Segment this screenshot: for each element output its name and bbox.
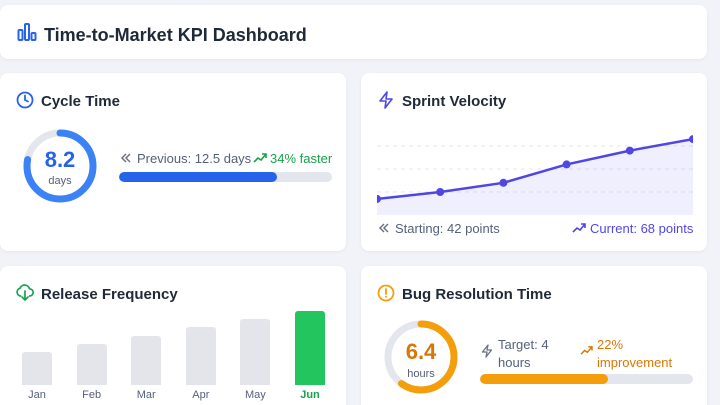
sprint-velocity-current: Current: 68 points [590, 221, 694, 236]
trend-up-icon [253, 153, 267, 163]
release-bar-jan [22, 352, 52, 385]
alert-circle-icon [377, 284, 395, 302]
trend-up-icon [580, 346, 593, 355]
bug-resolution-change: 22% improvement [597, 337, 673, 370]
release-frequency-title: Release Frequency [41, 286, 178, 303]
cycle-time-title: Cycle Time [41, 93, 120, 110]
cycle-time-value: 8.2 [44, 147, 76, 172]
cycle-time-change: 34% faster [270, 151, 333, 166]
release-month-label: May [245, 389, 266, 401]
release-bar-jun [295, 311, 325, 385]
sprint-velocity-starting: Starting: 42 points [395, 221, 500, 236]
sprint-velocity-chart [377, 135, 693, 215]
velocity-point-3 [499, 178, 508, 187]
lightning-icon [481, 344, 493, 358]
bug-resolution-progress [480, 374, 693, 384]
velocity-point-1 [377, 194, 381, 203]
release-bar-mar [131, 335, 162, 385]
trend-up-icon [572, 223, 586, 233]
chevrons-left-icon [378, 223, 389, 233]
release-frequency-card[interactable]: Release Frequency Jan Feb Mar Apr May Jun [0, 266, 346, 405]
velocity-line [377, 137, 693, 201]
cycle-time-progress [119, 172, 332, 182]
bug-resolution-target: Target: 4 hours [498, 337, 549, 370]
clock-icon [16, 91, 34, 109]
page-title: Time-to-Market KPI Dashboard [44, 25, 307, 45]
cycle-time-progress-fill [119, 172, 277, 182]
bug-resolution-progress-fill [480, 374, 608, 384]
release-frequency-chart: Jan Feb Mar Apr May Jun [0, 266, 346, 405]
cycle-time-card[interactable]: Cycle Time 8.2 days Previous: 12.5 days … [0, 73, 346, 251]
bug-resolution-unit: hours [407, 368, 435, 380]
cycle-time-ring [23, 129, 97, 203]
release-month-label: Mar [136, 389, 156, 401]
sprint-velocity-card[interactable]: Sprint Velocity Starting: 42 points Curr… [361, 73, 707, 251]
bug-resolution-title: Bug Resolution Time [402, 286, 552, 303]
velocity-point-5 [625, 146, 634, 155]
release-month-label: Jan [28, 389, 46, 401]
release-bar-apr [185, 327, 216, 385]
lightning-icon [379, 91, 393, 109]
release-bar-feb [76, 343, 107, 385]
bug-resolution-card[interactable]: Bug Resolution Time 6.4 hours Target: 4 … [361, 266, 707, 405]
cloud-download-icon [16, 284, 34, 301]
sprint-velocity-title: Sprint Velocity [402, 93, 507, 110]
cycle-time-previous: Previous: 12.5 days [137, 151, 252, 166]
release-month-label: Feb [82, 389, 102, 401]
dashboard-header: Time-to-Market KPI Dashboard [0, 5, 707, 59]
bug-resolution-value: 6.4 [405, 339, 437, 364]
release-bar-may [240, 319, 271, 385]
velocity-point-4 [562, 160, 571, 169]
bar-chart-icon [17, 23, 37, 41]
bug-resolution-ring [384, 320, 458, 394]
velocity-point-6 [689, 135, 693, 144]
release-month-label: Jun [300, 389, 320, 401]
velocity-area [377, 139, 693, 215]
cycle-time-unit: days [48, 175, 72, 187]
chevrons-left-icon [120, 153, 131, 163]
velocity-point-2 [436, 188, 445, 196]
release-month-label: Apr [192, 389, 210, 401]
